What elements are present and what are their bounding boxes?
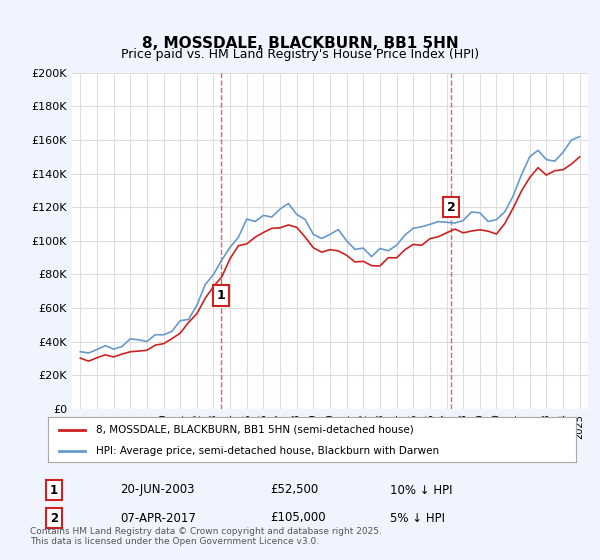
Text: 20-JUN-2003: 20-JUN-2003: [120, 483, 194, 497]
Text: Price paid vs. HM Land Registry's House Price Index (HPI): Price paid vs. HM Land Registry's House …: [121, 48, 479, 60]
Text: £105,000: £105,000: [270, 511, 326, 525]
Text: 10% ↓ HPI: 10% ↓ HPI: [390, 483, 452, 497]
Text: 1: 1: [50, 483, 58, 497]
Text: 2: 2: [446, 200, 455, 214]
Text: Contains HM Land Registry data © Crown copyright and database right 2025.
This d: Contains HM Land Registry data © Crown c…: [30, 526, 382, 546]
Text: 8, MOSSDALE, BLACKBURN, BB1 5HN: 8, MOSSDALE, BLACKBURN, BB1 5HN: [142, 36, 458, 52]
Text: 8, MOSSDALE, BLACKBURN, BB1 5HN (semi-detached house): 8, MOSSDALE, BLACKBURN, BB1 5HN (semi-de…: [95, 424, 413, 435]
Text: 2: 2: [50, 511, 58, 525]
Text: £52,500: £52,500: [270, 483, 318, 497]
Text: 1: 1: [217, 289, 226, 302]
Text: 07-APR-2017: 07-APR-2017: [120, 511, 196, 525]
Text: 5% ↓ HPI: 5% ↓ HPI: [390, 511, 445, 525]
Text: HPI: Average price, semi-detached house, Blackburn with Darwen: HPI: Average price, semi-detached house,…: [95, 446, 439, 456]
